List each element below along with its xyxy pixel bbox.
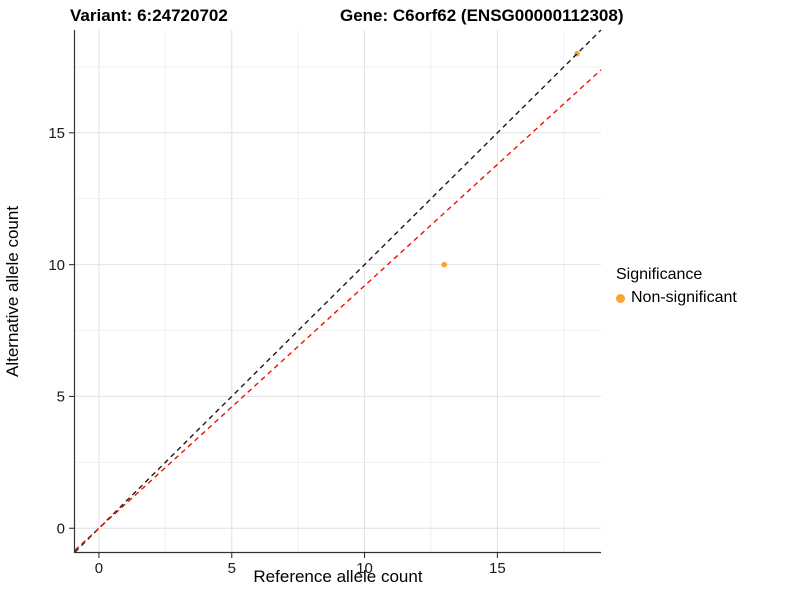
x-tick-label: 0 xyxy=(95,560,103,577)
y-axis-title: Alternative allele count xyxy=(3,205,22,377)
legend-title: Significance xyxy=(616,266,703,283)
x-axis-title: Reference allele count xyxy=(253,567,423,586)
data-point xyxy=(441,261,448,268)
x-tick-label: 5 xyxy=(228,560,236,577)
x-tick-label: 10 xyxy=(356,560,373,577)
variant-title: Variant: 6:24720702 xyxy=(70,6,228,25)
legend-point-icon xyxy=(616,293,625,303)
identity-line xyxy=(74,29,602,553)
y-tick-label: 5 xyxy=(57,389,65,406)
x-tick-label: 15 xyxy=(489,560,506,577)
legend: Significance Non-significant xyxy=(616,266,737,307)
y-tick-label: 15 xyxy=(48,125,65,142)
gene-title: Gene: C6orf62 (ENSG00000112308) xyxy=(340,6,624,25)
legend-item-non-significant: Non-significant xyxy=(616,289,737,307)
legend-item-label: Non-significant xyxy=(631,289,737,306)
expected-ratio-line xyxy=(74,69,602,551)
y-tick-label: 10 xyxy=(48,257,65,274)
y-tick-label: 0 xyxy=(57,520,65,537)
